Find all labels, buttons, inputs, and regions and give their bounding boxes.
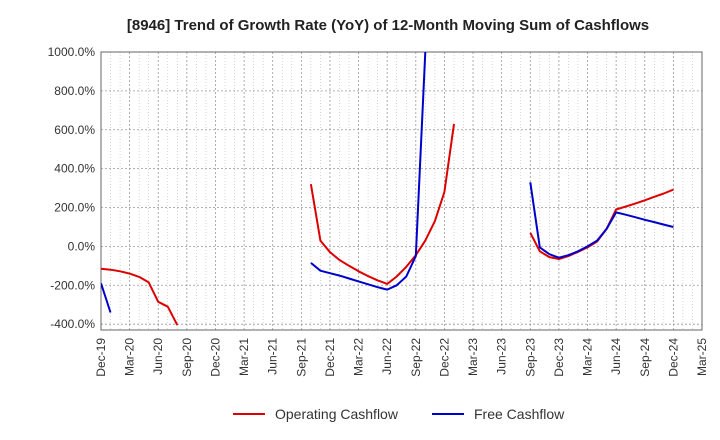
x-tick-label: Mar-21 (237, 338, 251, 376)
plot-frame (100, 51, 703, 331)
y-tick-label: -200.0% (50, 278, 95, 292)
y-tick-label: 800.0% (54, 84, 95, 98)
y-tick-label: 600.0% (54, 123, 95, 137)
legend-label: Operating Cashflow (275, 406, 399, 422)
x-tick-label: Sep-22 (409, 338, 423, 377)
series-free-cashflow (101, 52, 674, 313)
y-tick-label: -400.0% (50, 317, 95, 331)
series-line (309, 123, 455, 285)
x-tick-label: Sep-24 (638, 338, 652, 377)
legend: Operating Cashflow Free Cashflow (233, 406, 565, 422)
series-line (101, 282, 112, 313)
x-tick-label: Sep-23 (523, 338, 537, 377)
x-tick-label: Dec-22 (437, 338, 451, 377)
x-tick-label: Dec-24 (666, 338, 680, 377)
y-tick-label: 0.0% (68, 239, 96, 253)
x-tick-label: Mar-23 (466, 338, 480, 376)
x-tick-label: Sep-21 (294, 338, 308, 377)
series-line (101, 267, 179, 326)
x-tick-label: Jun-22 (380, 338, 394, 375)
y-tick-label: 400.0% (54, 162, 95, 176)
x-tick-label: Jun-20 (151, 338, 165, 375)
x-tick-label: Dec-19 (94, 338, 108, 377)
x-tick-label: Jun-21 (266, 338, 280, 375)
series-line (529, 182, 674, 259)
x-tick-label: Dec-21 (323, 338, 337, 377)
x-tick-label: Sep-20 (180, 338, 194, 377)
series-line (529, 188, 674, 260)
legend-label: Free Cashflow (474, 406, 565, 422)
y-tick-label: 200.0% (54, 201, 95, 215)
x-tick-label: Mar-20 (123, 338, 137, 376)
x-tick-label: Dec-23 (552, 338, 566, 377)
chart-title: [8946] Trend of Growth Rate (YoY) of 12-… (127, 17, 649, 34)
x-tick-label: Dec-20 (208, 338, 222, 377)
plot-area: Dec-19 Mar-20 Jun-20 Sep-20 Dec-20 Mar-21 Jun-… (48, 45, 709, 377)
x-tick-label: Mar-24 (581, 338, 595, 376)
series-line (310, 52, 427, 291)
x-tick-label: Mar-25 (695, 338, 709, 376)
x-tick-label: Mar-22 (352, 338, 366, 376)
x-tick-label: Jun-23 (495, 338, 509, 375)
x-tick-label: Jun-24 (609, 338, 623, 375)
y-tick-label: 1000.0% (48, 45, 96, 59)
